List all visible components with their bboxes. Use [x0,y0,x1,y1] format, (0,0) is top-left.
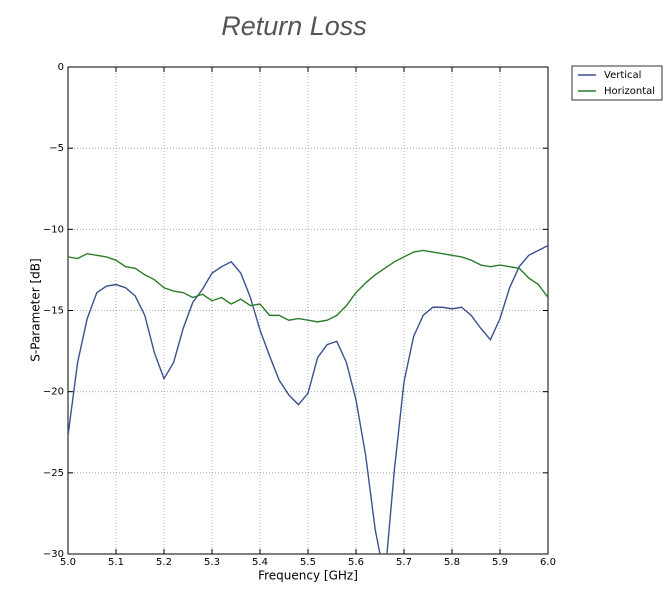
y-tick-label: −15 [43,306,64,317]
x-tick-label: 5.5 [300,557,316,568]
chart-title: Return Loss [221,11,367,41]
x-tick-label: 5.3 [204,557,220,568]
x-tick-label: 5.1 [108,557,124,568]
y-tick-label: −25 [43,468,64,479]
x-tick-label: 5.4 [252,557,268,568]
legend-label: Horizontal [604,86,655,97]
x-tick-label: 5.7 [396,557,412,568]
series-line [68,249,548,323]
x-tick-label: 5.6 [348,557,364,568]
y-tick-label: 0 [58,62,64,73]
x-tick-label: 5.9 [492,557,508,568]
x-tick-label: 5.8 [444,557,460,568]
x-tick-label: 5.2 [156,557,172,568]
y-axis-label: S-Parameter [dB] [29,258,43,361]
legend-label: Vertical [604,70,641,81]
y-tick-label: −5 [49,143,64,154]
y-tick-label: −30 [43,549,64,560]
y-tick-label: −10 [43,224,64,235]
plot-frame [67,66,549,555]
x-tick-label: 6.0 [540,557,556,568]
y-tick-label: −20 [43,387,64,398]
x-tick-label: 5.0 [60,557,76,568]
x-axis-label: Frequency [GHz] [258,569,358,583]
series-line [68,244,548,554]
legend-box [571,65,663,101]
